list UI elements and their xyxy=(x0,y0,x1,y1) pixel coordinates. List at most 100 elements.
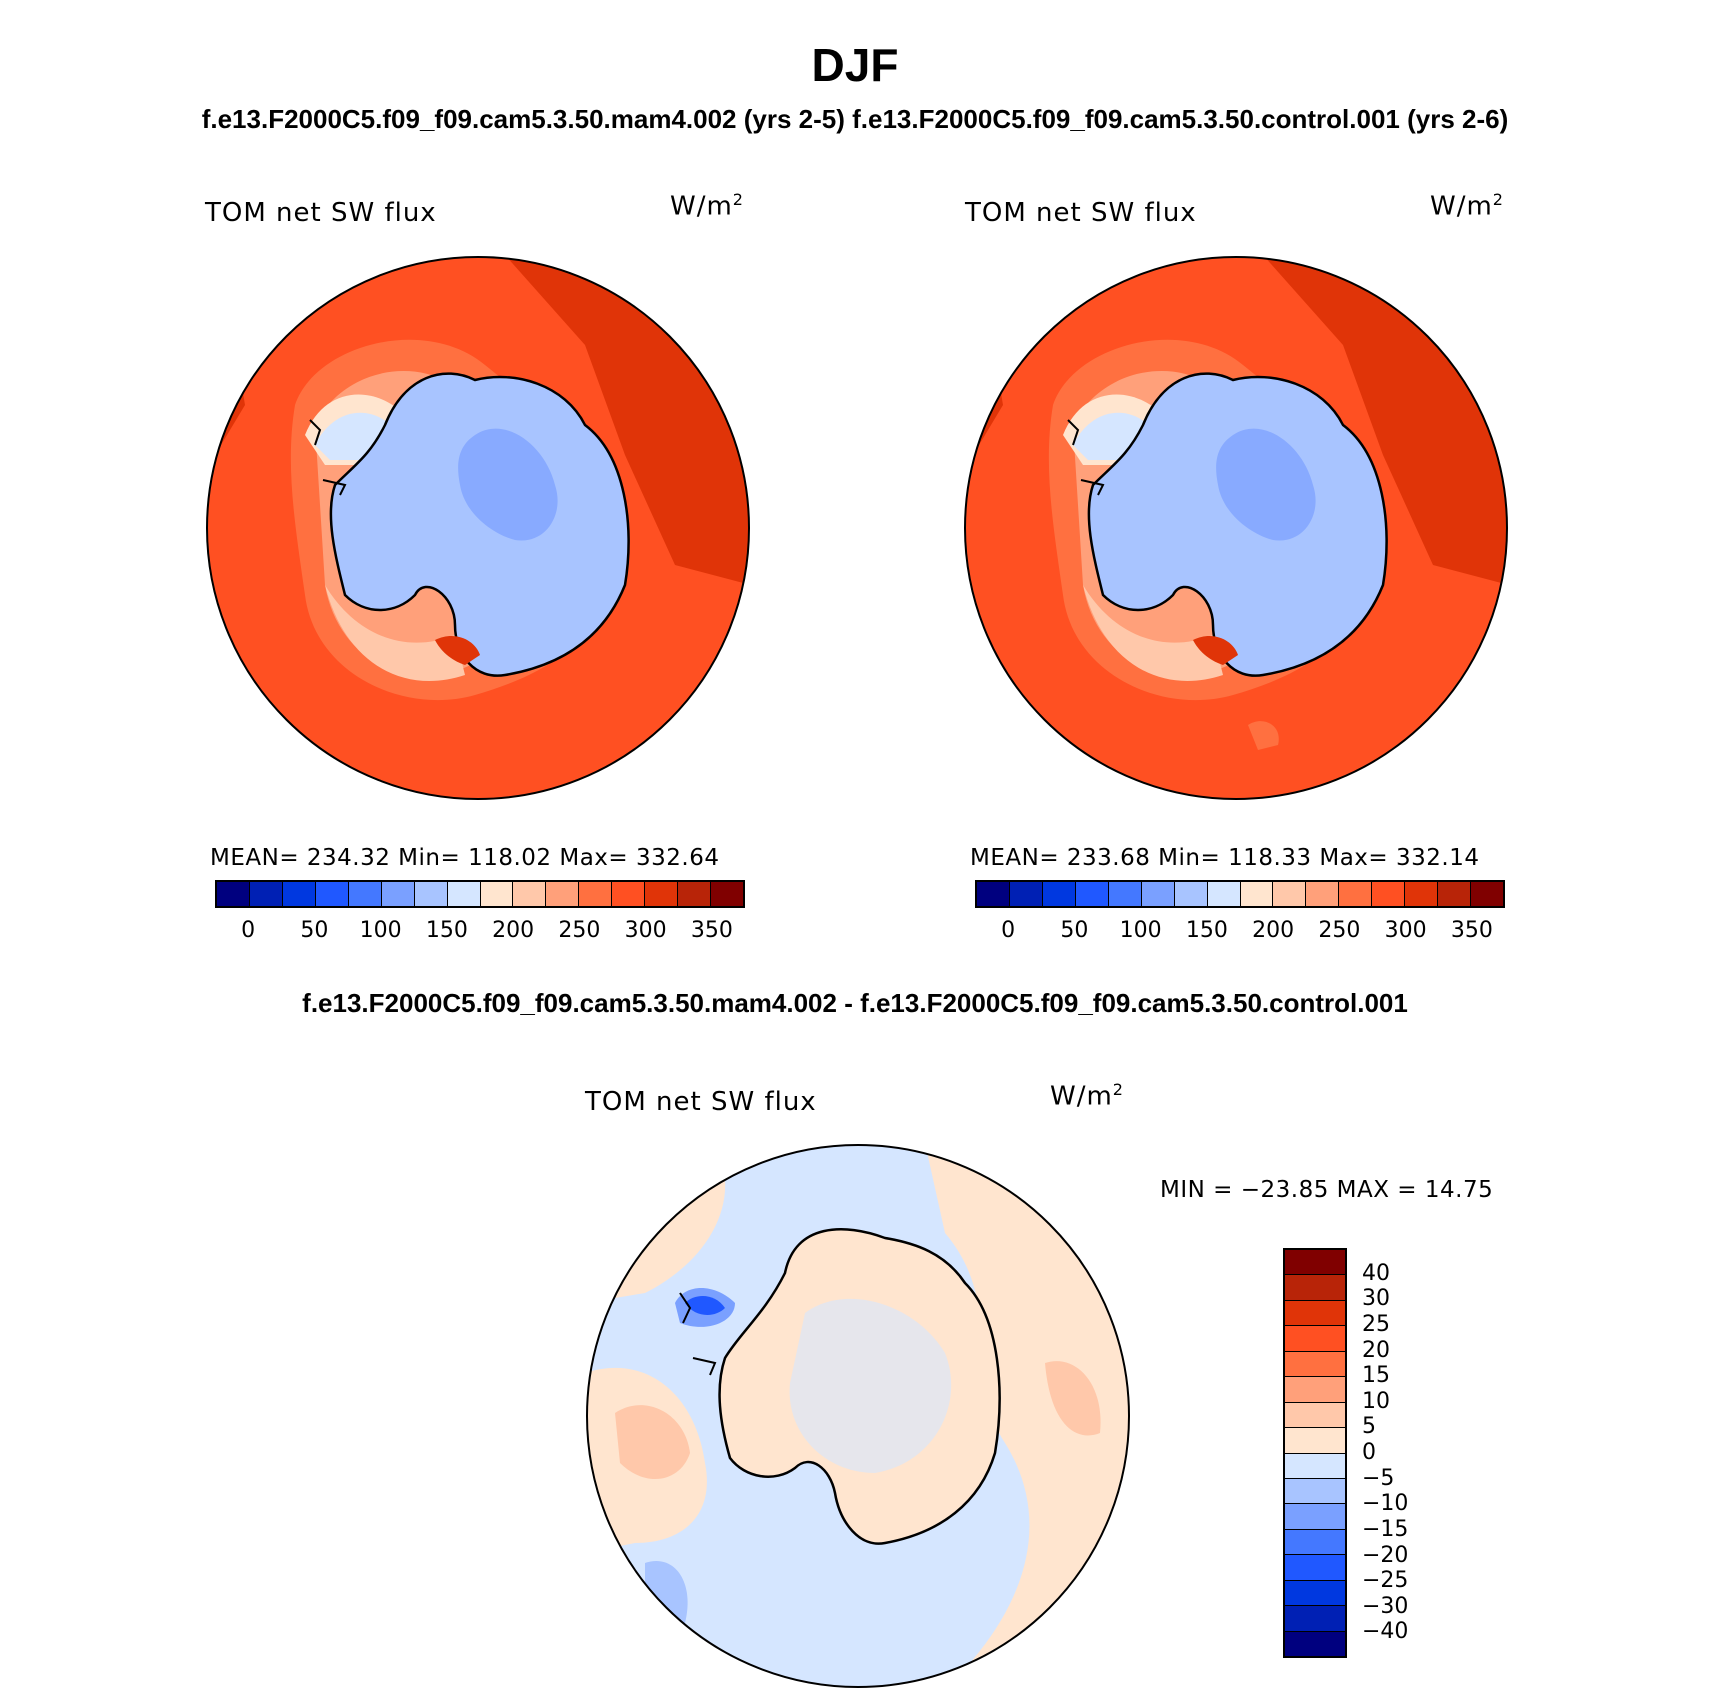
colorbar-swatch xyxy=(1372,882,1406,906)
colorbar-swatch xyxy=(1075,882,1109,906)
colorbar-swatch xyxy=(1285,1529,1345,1556)
colorbar-swatch xyxy=(1174,882,1208,906)
colorbar-tick-label: 150 xyxy=(1185,918,1228,943)
colorbar-tick-label: 300 xyxy=(1384,918,1427,943)
panel-2-units: W/m2 xyxy=(1430,190,1504,222)
colorbar-swatch xyxy=(315,882,349,906)
colorbar-swatch xyxy=(579,882,613,906)
colorbar-swatch xyxy=(348,882,382,906)
difference-variable: TOM net SW flux xyxy=(585,1087,817,1117)
difference-polar-map xyxy=(586,1144,1130,1688)
colorbar-swatch xyxy=(1285,1504,1345,1530)
colorbar-swatch xyxy=(217,882,250,906)
colorbar-swatch xyxy=(1405,882,1439,906)
colorbar-swatch xyxy=(1240,882,1274,906)
colorbar-swatch xyxy=(1285,1453,1345,1479)
colorbar-swatch xyxy=(1042,882,1076,906)
colorbar-tick-label: 50 xyxy=(1060,918,1089,943)
colorbar-swatch xyxy=(711,882,743,906)
colorbar-tick-label: 15 xyxy=(1362,1363,1390,1389)
colorbar-tick-label: −20 xyxy=(1362,1542,1409,1568)
colorbar-tick-label: 20 xyxy=(1362,1337,1390,1363)
colorbar-tick-label: −15 xyxy=(1362,1516,1409,1542)
colorbar-tick-label: 5 xyxy=(1362,1414,1376,1440)
colorbar-tick-label: 0 xyxy=(1362,1440,1376,1465)
colorbar-tick-label: 0 xyxy=(241,918,256,943)
colorbar-swatch xyxy=(1273,882,1307,906)
colorbar-swatch xyxy=(1285,1351,1345,1378)
colorbar-swatch xyxy=(513,882,547,906)
colorbar-swatch xyxy=(1285,1555,1345,1581)
colorbar-swatch xyxy=(612,882,646,906)
colorbar-tick-label: 100 xyxy=(1119,918,1162,943)
colorbar-swatch xyxy=(1108,882,1142,906)
colorbar-swatch xyxy=(1009,882,1043,906)
colorbar-swatch xyxy=(1471,882,1503,906)
panel-1-units: W/m2 xyxy=(670,190,744,222)
colorbar-tick-label: −10 xyxy=(1362,1491,1409,1517)
colorbar-swatch xyxy=(1285,1377,1345,1403)
colorbar-swatch xyxy=(480,882,514,906)
difference-units: W/m2 xyxy=(1050,1080,1124,1112)
colorbar-swatch xyxy=(414,882,448,906)
colorbar-swatch xyxy=(1438,882,1472,906)
colorbar-swatch xyxy=(546,882,580,906)
colorbar-swatch xyxy=(1285,1606,1345,1632)
colorbar-swatch xyxy=(1285,1326,1345,1352)
panel-1-polar-map xyxy=(206,256,750,800)
colorbar-tick-label: −5 xyxy=(1362,1465,1395,1491)
colorbar-swatch xyxy=(1285,1580,1345,1607)
difference-colorbar xyxy=(1283,1248,1347,1658)
colorbar-swatch xyxy=(1285,1300,1345,1327)
panel-1-stats: MEAN= 234.32 Min= 118.02 Max= 332.64 xyxy=(210,845,720,871)
colorbar-swatch xyxy=(645,882,679,906)
colorbar-tick-label: 40 xyxy=(1362,1260,1390,1286)
colorbar-swatch xyxy=(1339,882,1373,906)
colorbar-tick-label: −25 xyxy=(1362,1568,1409,1594)
colorbar-swatch xyxy=(282,882,316,906)
colorbar-swatch xyxy=(1285,1478,1345,1505)
panel-1-variable: TOM net SW flux xyxy=(205,198,437,228)
colorbar-swatch xyxy=(381,882,415,906)
panel-2-polar-map xyxy=(964,256,1508,800)
panel-2-colorbar-ticks: 0 50 100 150 200 250 300 350 xyxy=(975,918,1505,948)
colorbar-swatch xyxy=(1207,882,1241,906)
colorbar-swatch xyxy=(1285,1250,1345,1276)
colorbar-swatch xyxy=(1141,882,1175,906)
colorbar-tick-label: 350 xyxy=(1450,918,1493,943)
colorbar-swatch xyxy=(249,882,283,906)
colorbar-tick-label: 200 xyxy=(492,918,535,943)
colorbar-tick-label: 30 xyxy=(1362,1286,1390,1312)
colorbar-swatch xyxy=(678,882,712,906)
colorbar-tick-label: 200 xyxy=(1252,918,1295,943)
panel-2-variable: TOM net SW flux xyxy=(965,198,1197,228)
colorbar-swatch xyxy=(1306,882,1340,906)
colorbar-swatch xyxy=(1285,1428,1345,1454)
difference-title: f.e13.F2000C5.f09_f09.cam5.3.50.mam4.002… xyxy=(302,988,1408,1018)
colorbar-tick-label: 250 xyxy=(558,918,601,943)
colorbar-tick-label: 100 xyxy=(359,918,402,943)
colorbar-swatch xyxy=(1285,1402,1345,1429)
colorbar-swatch xyxy=(447,882,481,906)
colorbar-tick-label: −40 xyxy=(1362,1619,1409,1645)
colorbar-tick-label: 10 xyxy=(1362,1388,1390,1414)
cases-subtitle: f.e13.F2000C5.f09_f09.cam5.3.50.mam4.002… xyxy=(201,104,1509,134)
panel-1-colorbar xyxy=(215,880,745,908)
colorbar-swatch xyxy=(977,882,1010,906)
colorbar-swatch xyxy=(1285,1631,1345,1656)
difference-minmax: MIN = −23.85 MAX = 14.75 xyxy=(1160,1177,1494,1203)
colorbar-tick-label: 0 xyxy=(1001,918,1016,943)
panel-1-colorbar-ticks: 0 50 100 150 200 250 300 350 xyxy=(215,918,745,948)
colorbar-tick-label: 300 xyxy=(624,918,667,943)
colorbar-swatch xyxy=(1285,1275,1345,1301)
panel-2-stats: MEAN= 233.68 Min= 118.33 Max= 332.14 xyxy=(970,845,1480,871)
colorbar-tick-label: 350 xyxy=(690,918,733,943)
colorbar-tick-label: 150 xyxy=(425,918,468,943)
colorbar-tick-label: 25 xyxy=(1362,1311,1390,1337)
colorbar-tick-label: 50 xyxy=(300,918,329,943)
colorbar-tick-label: −30 xyxy=(1362,1593,1409,1619)
difference-colorbar-labels: 40 30 25 20 15 10 5 0 −5 −10 −15 −20 −25 −30 −40 xyxy=(1362,1248,1462,1658)
season-title: DJF xyxy=(811,39,899,91)
panel-2-colorbar xyxy=(975,880,1505,908)
colorbar-tick-label: 250 xyxy=(1318,918,1361,943)
